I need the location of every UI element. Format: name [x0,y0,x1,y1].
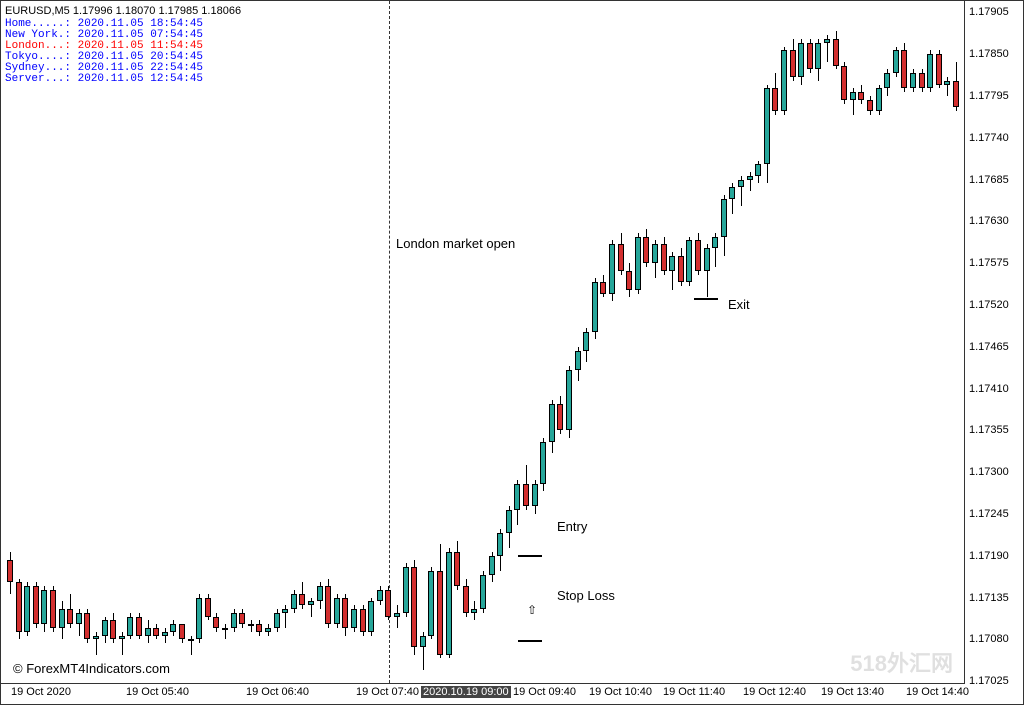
x-tick-label: 19 Oct 07:40 [356,686,419,698]
watermark: 518外汇网 [850,646,953,678]
y-tick-label: 1.17850 [969,48,1009,60]
y-tick-label: 1.17465 [969,341,1009,353]
y-tick-label: 1.17630 [969,215,1009,227]
y-tick-label: 1.17685 [969,174,1009,186]
annotation-label: London market open [396,236,515,251]
y-tick-label: 1.17520 [969,299,1009,311]
symbol-header: EURUSD,M5 1.17996 1.18070 1.17985 1.1806… [5,5,241,17]
attribution: © ForexMT4Indicators.com [13,661,170,676]
y-tick-label: 1.17795 [969,90,1009,102]
y-tick-label: 1.17410 [969,383,1009,395]
mark-line [518,640,542,642]
y-tick-label: 1.17575 [969,257,1009,269]
session-open-line [389,1,390,683]
y-tick-label: 1.17740 [969,132,1009,144]
y-axis: 1.17025 1.17080 1.17135 1.17190 1.17245 1.173… [965,1,1023,684]
x-tick-label: 19 Oct 05:40 [126,686,189,698]
mark-line [694,298,718,300]
x-tick-label: 2020.10.19 09:00 [421,686,511,698]
x-tick-label: 19 Oct 09:40 [513,686,576,698]
annotation-label: Entry [557,519,587,534]
x-tick-label: 19 Oct 06:40 [246,686,309,698]
x-axis: 19 Oct 2020 19 Oct 05:40 19 Oct 06:40 19 Oc… [1,684,965,704]
x-tick-label: 19 Oct 11:40 [663,686,725,698]
y-tick-label: 1.17355 [969,424,1009,436]
y-tick-label: 1.17190 [969,550,1009,562]
chart-area[interactable]: London market open Entry Stop Loss Exit ⇧ [1,1,965,684]
y-tick-label: 1.17080 [969,633,1009,645]
mark-line [518,555,542,557]
x-tick-label: 19 Oct 2020 [11,686,71,698]
y-tick-label: 1.17905 [969,6,1009,18]
chart-window: London market open Entry Stop Loss Exit ⇧ 1.… [0,0,1024,705]
x-tick-label: 19 Oct 10:40 [589,686,652,698]
x-tick-label: 19 Oct 13:40 [821,686,884,698]
y-tick-label: 1.17025 [969,675,1009,687]
session-row: Server...: 2020.11.05 12:54:45 [5,74,203,85]
annotation-label: Exit [728,297,750,312]
up-arrow-icon: ⇧ [527,603,537,617]
annotation-label: Stop Loss [557,588,615,603]
y-tick-label: 1.17135 [969,592,1009,604]
y-tick-label: 1.17245 [969,508,1009,520]
session-times: Home.....: 2020.11.05 18:54:45New York.:… [5,19,203,85]
x-tick-label: 19 Oct 14:40 [906,686,969,698]
x-tick-label: 19 Oct 12:40 [743,686,806,698]
y-tick-label: 1.17300 [969,466,1009,478]
